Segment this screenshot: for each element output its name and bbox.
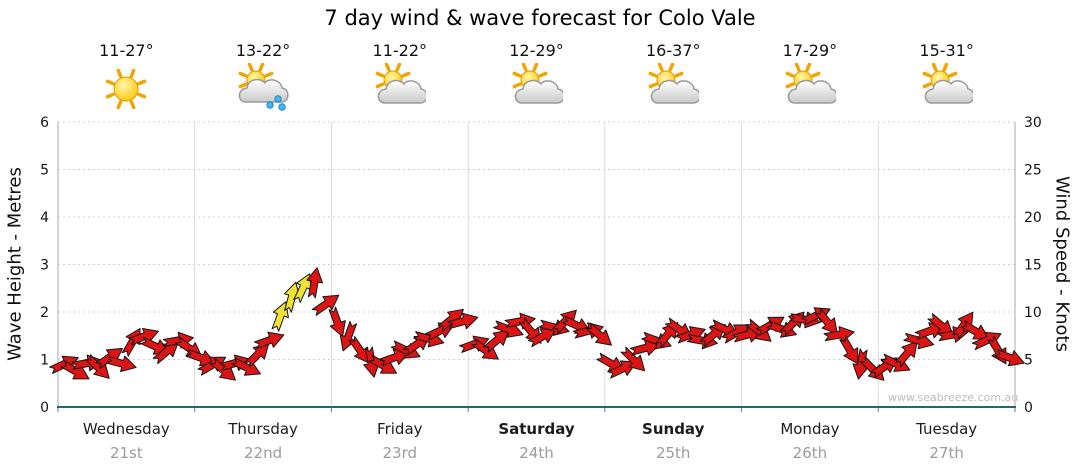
temp-range: 11-22° [372,41,428,60]
day-date: 22nd [244,444,283,462]
wind-arrow [339,320,358,352]
left-axis-tick: 0 [40,400,49,416]
partly-cloudy-icon [374,62,428,115]
left-axis-label: Wave Height - Metres [4,167,26,361]
partly-cloudy-icon [921,62,975,115]
partly-cloudy-icon [511,62,565,115]
temp-range: 16-37° [645,41,701,60]
wind-arrow [311,294,340,316]
wind-arrow [894,341,918,368]
wind-arrow [960,320,990,340]
day-date: 23rd [382,444,418,462]
partly-cloudy-icon [784,62,838,115]
right-axis-tick: 30 [1024,115,1042,131]
day-name: Saturday [498,420,575,438]
wind-arrow [607,360,637,379]
wind-arrow [105,355,137,373]
wind-arrow [328,306,346,338]
day-date: 26th [792,444,828,462]
day-date: 21st [109,444,143,462]
wind-arrow [447,312,479,330]
wind-arrow [994,349,1025,367]
temp-range: 15-31° [919,41,974,60]
page-title: 7 day wind & wave forecast for Colo Vale [324,6,756,30]
left-axis-tick: 5 [40,163,49,179]
wind-arrow [527,328,557,348]
wind-arrow [379,348,410,367]
wind-arrow [839,335,859,365]
left-axis-tick: 1 [40,353,49,369]
day-date: 27th [929,444,964,462]
partly-cloudy-icon [647,62,701,115]
day-name: Friday [377,420,423,438]
partly-cloudy-rain-icon [237,62,289,115]
watermark: www.seabreeze.com.au [888,391,1019,404]
right-axis-tick: 10 [1024,305,1042,321]
wind-arrow [244,342,270,368]
temp-range: 17-29° [782,41,838,60]
wind-arrow [271,301,289,332]
wind-arrow [620,346,646,372]
temp-range: 11-27° [99,41,154,60]
left-axis-tick: 2 [40,305,49,321]
right-axis-tick: 15 [1024,258,1042,274]
day-name: Monday [780,420,840,438]
day-date: 24th [519,444,554,462]
left-axis-tick: 6 [40,115,49,131]
right-axis-tick: 5 [1024,353,1033,369]
wind-arrow [306,267,324,299]
wind-arrow [927,313,954,337]
wind-arrow [185,349,216,367]
day-name: Sunday [642,420,705,438]
wind-arrow [483,329,510,353]
wind-arrow [629,339,661,356]
wind-arrow [504,312,536,330]
day-name: Thursday [228,420,298,438]
right-axis-tick: 0 [1024,400,1033,416]
left-axis-tick: 3 [40,258,49,274]
left-axis-tick: 4 [40,210,49,226]
wind-arrow [585,322,612,346]
temp-range: 12-29° [509,41,564,60]
day-name: Tuesday [916,420,978,438]
day-name: Wednesday [82,420,170,438]
right-axis-label: Wind Speed - Knots [1051,176,1073,352]
right-axis-tick: 25 [1024,163,1042,179]
day-date: 25th [655,444,691,462]
temp-range: 13-22° [235,41,291,60]
wind-arrow [162,331,194,349]
wind-arrow [140,336,170,355]
sunny-icon [100,63,152,115]
wind-arrow [253,331,285,350]
right-axis-tick: 20 [1024,210,1042,226]
wind-arrow [814,308,838,335]
